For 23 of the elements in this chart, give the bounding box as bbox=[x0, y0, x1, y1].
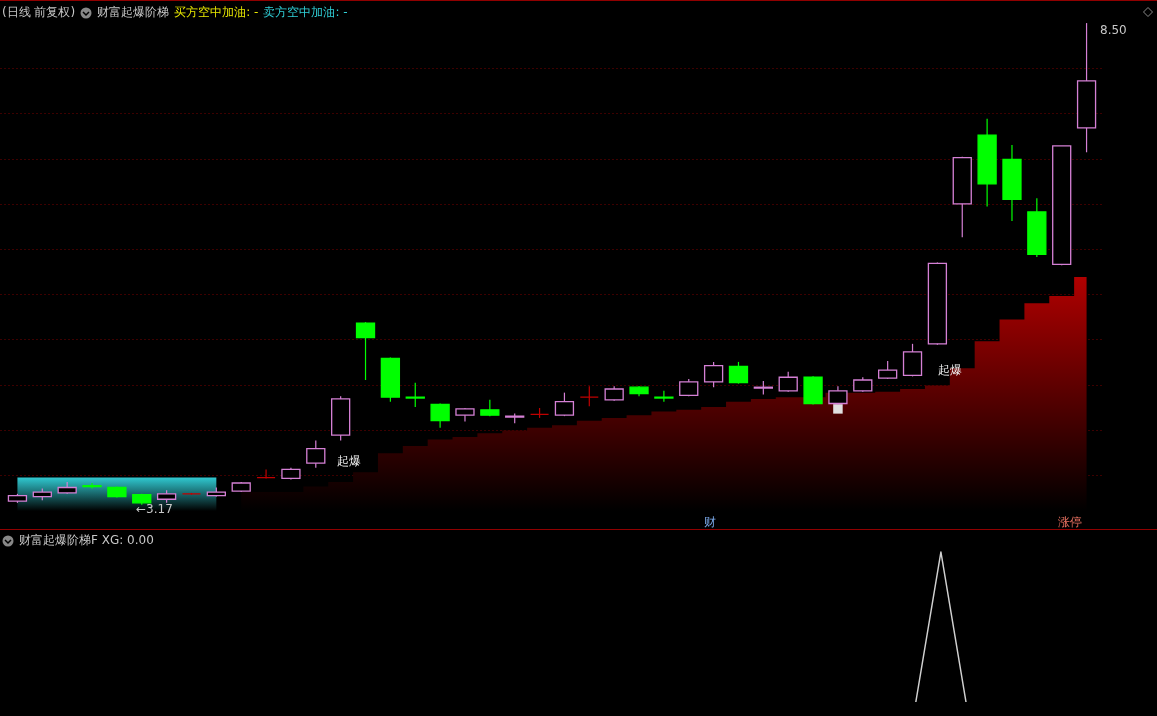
candlestick bbox=[902, 343, 923, 377]
candlestick bbox=[828, 385, 848, 405]
annotation: 8.50 bbox=[1100, 23, 1127, 37]
candlestick bbox=[579, 385, 599, 407]
candlestick bbox=[306, 439, 326, 469]
candlestick bbox=[654, 390, 674, 403]
chart-subtitle: 财富起爆阶梯 bbox=[97, 4, 170, 21]
candlestick bbox=[430, 402, 450, 429]
candlestick bbox=[728, 361, 749, 385]
candlestick bbox=[405, 382, 425, 408]
annotation: ←3.17 bbox=[136, 502, 173, 516]
annotation: 起爆 bbox=[938, 362, 962, 379]
candlestick bbox=[256, 468, 276, 480]
candlestick bbox=[778, 371, 798, 393]
annotation: 卖方空中加油: - bbox=[263, 4, 348, 21]
chart-title: (日线 前复权) bbox=[2, 4, 76, 21]
candlestick bbox=[355, 321, 376, 381]
chart-title: 财富起爆阶梯F XG: 0.00 bbox=[19, 532, 154, 549]
candlestick bbox=[703, 361, 724, 388]
annotation: 买方空中加油: - bbox=[174, 4, 259, 21]
annotation: 起爆 bbox=[337, 453, 361, 470]
text: 涨停 bbox=[1058, 514, 1082, 531]
text: 财 bbox=[704, 514, 716, 531]
